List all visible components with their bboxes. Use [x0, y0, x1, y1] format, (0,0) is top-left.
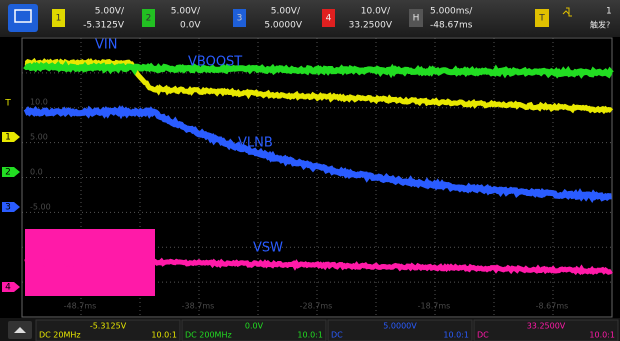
trigger-box[interactable]: [535, 9, 549, 27]
bottom-channels: -5.3125V DC 20MHz 10.0:1 0.0V DC 200MHz 10.0:…: [35, 319, 619, 341]
channel-offset: 0.0V: [245, 322, 264, 331]
trace-label: VLNB: [238, 136, 273, 151]
ch3-offset: 5.0000V: [264, 21, 302, 31]
x-grid-label: -28.7ms: [300, 302, 333, 311]
channel-probe: 10.0:1: [443, 331, 469, 340]
y-grid-label: -5.00: [30, 203, 51, 212]
marker-label: 1: [5, 133, 11, 143]
ch2-offset: 0.0V: [180, 21, 201, 31]
marker-label: 4: [5, 283, 11, 293]
vsw-trace: [24, 257, 613, 276]
channel-markers: T 1 2 3 4: [2, 99, 20, 293]
top-bar: [0, 0, 620, 37]
trigger-label: T: [538, 14, 545, 24]
y-grid-label: 0.0: [30, 168, 43, 177]
channel-offset: 5.0000V: [383, 322, 417, 331]
marker-arrow: [2, 282, 20, 292]
y-grid-label: 5.00: [30, 133, 48, 142]
ch4-offset: 33.2500V: [349, 21, 393, 31]
up-arrow-icon: [14, 327, 26, 333]
vboost-trace: [23, 60, 614, 79]
ch1-box[interactable]: [52, 9, 65, 27]
trigger-source: 1: [606, 7, 612, 17]
trace-label: VBOOST: [188, 55, 242, 70]
menu-icon: [14, 9, 32, 23]
ch4-number: 4: [326, 14, 332, 24]
ch2-box[interactable]: [142, 9, 155, 27]
marker-label: 2: [5, 168, 11, 178]
channel-probe: 10.0:1: [151, 331, 177, 340]
trace-label: VSW: [253, 241, 283, 256]
ch1-offset: -5.3125V: [83, 21, 125, 31]
channel-panel: [181, 319, 327, 341]
ch1-scale: 5.00V/: [95, 7, 125, 17]
horizontal-delay: -48.67ms: [430, 21, 473, 31]
traces: [23, 57, 614, 296]
screen-border: [21, 37, 613, 318]
ch4-scale: 10.0V/: [361, 7, 391, 17]
channel-panel: [327, 319, 473, 341]
marker-label: T: [4, 99, 11, 109]
channel-offset: -5.3125V: [90, 322, 127, 331]
channel-coupling: DC 20MHz: [39, 331, 81, 340]
horizontal-scale: 5.000ms/: [430, 7, 473, 17]
channel-offset: 33.2500V: [527, 322, 566, 331]
x-grid-label: -38.7ms: [182, 302, 215, 311]
x-grid-label: -48.7ms: [64, 302, 97, 311]
x-grid-label: -8.67ms: [536, 302, 569, 311]
channel-coupling: DC 200MHz: [185, 331, 232, 340]
channel-panel: [35, 319, 181, 341]
ch2-number: 2: [146, 14, 152, 24]
marker-arrow: [2, 202, 20, 212]
ch4-box[interactable]: [322, 9, 335, 27]
menu-button[interactable]: [8, 4, 38, 32]
channel-probe: 10.0:1: [297, 331, 323, 340]
trace-label: VIN: [95, 38, 117, 53]
ch1-number: 1: [56, 14, 62, 24]
channel-panel: [473, 319, 619, 341]
ch3-box[interactable]: [233, 9, 246, 27]
ch3-scale: 5.00V/: [271, 7, 301, 17]
vlnb-trace: [23, 105, 612, 204]
trigger-edge-icon: [562, 7, 572, 17]
trigger-status: 触发?: [590, 20, 610, 30]
marker-arrow: [2, 167, 20, 177]
horizontal-box[interactable]: [409, 9, 423, 27]
marker-label: 3: [5, 203, 11, 213]
ch3-number: 3: [237, 14, 243, 24]
horizontal-label: H: [413, 14, 420, 24]
channel-coupling: DC: [477, 331, 489, 340]
y-grid-label: 10.0: [30, 98, 48, 107]
x-grid-label: -18.7ms: [418, 302, 451, 311]
channel-coupling: DC: [331, 331, 343, 340]
marker-arrow: [2, 132, 20, 142]
ch2-scale: 5.00V/: [171, 7, 201, 17]
channel-probe: 10.0:1: [589, 331, 615, 340]
